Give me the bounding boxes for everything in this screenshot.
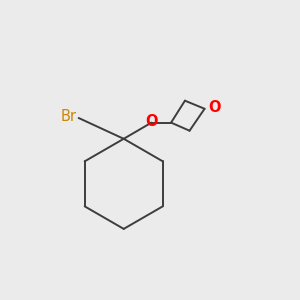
- Text: O: O: [208, 100, 220, 115]
- Text: Br: Br: [60, 109, 76, 124]
- Text: O: O: [145, 114, 158, 129]
